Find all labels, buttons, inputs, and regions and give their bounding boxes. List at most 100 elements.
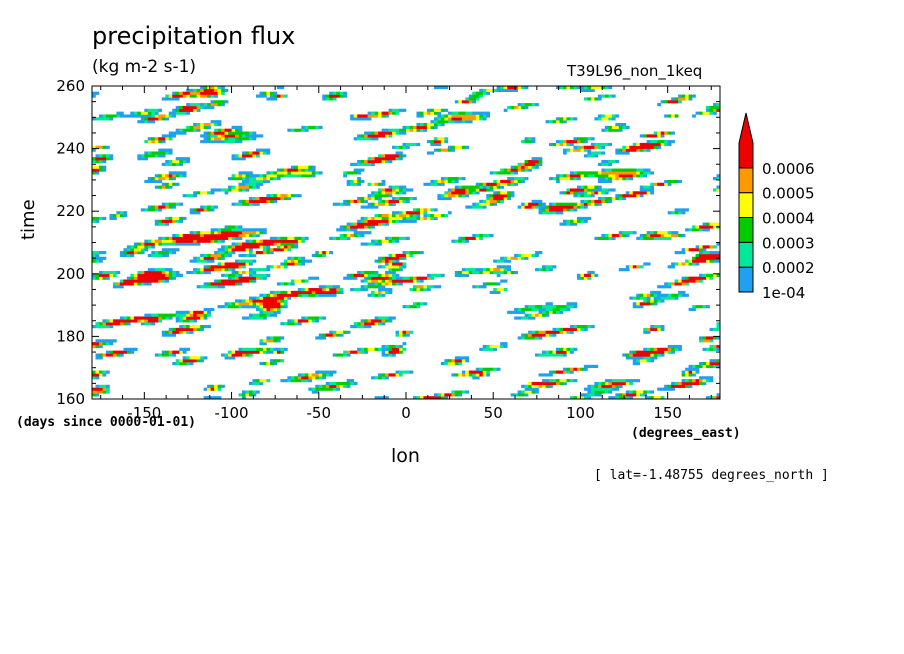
field-cell: [158, 279, 163, 283]
field-cell: [556, 205, 560, 209]
field-cell: [147, 253, 152, 258]
field-cell: [632, 302, 637, 306]
field-cell: [245, 131, 250, 135]
field-cell: [580, 86, 585, 90]
field-cell: [105, 114, 110, 118]
field-cell: [461, 390, 466, 394]
field-cell: [245, 177, 250, 181]
field-cell: [521, 316, 525, 320]
field-cell: [678, 290, 682, 295]
field-cell: [210, 188, 215, 192]
field-cell: [102, 342, 107, 346]
field-cell: [165, 222, 170, 226]
field-cell: [249, 305, 253, 309]
field-cell: [161, 151, 166, 155]
field-cell: [186, 347, 190, 351]
field-cell: [269, 171, 274, 175]
field-cell: [688, 248, 693, 252]
field-cell: [475, 270, 480, 275]
field-cell: [646, 145, 651, 149]
field-cell: [556, 370, 560, 374]
x-tick-label: -100: [215, 404, 249, 422]
field-cell: [158, 268, 163, 272]
field-cell: [315, 370, 320, 374]
field-cell: [231, 188, 236, 192]
field-cell: [249, 299, 253, 303]
field-cell: [604, 142, 609, 147]
field-cell: [179, 162, 184, 166]
field-cell: [367, 111, 372, 115]
field-cell: [182, 356, 187, 360]
field-cell: [576, 327, 581, 332]
field-cell: [353, 273, 358, 277]
field-cell: [597, 151, 602, 155]
field-cell: [646, 236, 651, 240]
field-cell: [594, 387, 599, 391]
field-cell: [329, 387, 334, 391]
field-cell: [189, 194, 194, 198]
field-cell: [179, 350, 184, 354]
field-cell: [280, 174, 285, 178]
field-cell: [587, 191, 592, 195]
field-cell: [416, 396, 421, 400]
field-cell: [646, 142, 651, 147]
field-cell: [702, 364, 707, 368]
field-cell: [203, 191, 208, 195]
field-cell: [496, 268, 501, 272]
field-cell: [283, 322, 288, 326]
field-cell: [458, 120, 463, 124]
field-cell: [583, 174, 588, 178]
field-cell: [193, 91, 197, 95]
field-cell: [461, 356, 466, 360]
field-cell: [385, 202, 389, 206]
field-cell: [587, 86, 592, 90]
field-cell: [262, 347, 267, 351]
field-cell: [249, 279, 253, 283]
field-cell: [632, 231, 637, 235]
field-cell: [643, 174, 648, 178]
field-cell: [699, 256, 703, 260]
field-cell: [500, 191, 504, 195]
field-cell: [510, 393, 515, 397]
field-cell: [482, 91, 487, 95]
field-cell: [569, 396, 574, 400]
field-cell: [280, 305, 285, 309]
field-cell: [235, 282, 239, 286]
field-cell: [245, 353, 250, 357]
field-cell: [196, 285, 201, 289]
field-cell: [507, 265, 511, 269]
field-cell: [235, 248, 239, 252]
field-cell: [692, 114, 696, 118]
field-cell: [242, 137, 246, 141]
field-cell: [402, 125, 407, 129]
field-cell: [468, 120, 473, 124]
field-cell: [175, 359, 180, 363]
field-cell: [255, 228, 260, 232]
field-cell: [440, 108, 445, 112]
field-cell: [179, 159, 184, 164]
field-cell: [301, 256, 306, 260]
field-cell: [392, 268, 396, 272]
field-cell: [692, 228, 696, 232]
field-cell: [475, 205, 480, 209]
field-cell: [130, 282, 135, 286]
field-cell: [297, 379, 302, 383]
field-cell: [475, 97, 480, 101]
field-cell: [528, 253, 532, 258]
field-cell: [660, 285, 665, 289]
field-cell: [255, 239, 260, 243]
field-cell: [594, 236, 599, 240]
field-cell: [242, 350, 246, 354]
field-cell: [465, 100, 470, 104]
field-cell: [259, 307, 264, 312]
field-cell: [388, 259, 393, 263]
field-cell: [311, 174, 316, 178]
field-cell: [583, 185, 588, 189]
field-cell: [419, 216, 424, 221]
field-cell: [615, 393, 620, 397]
field-cell: [531, 202, 536, 206]
field-cell: [238, 302, 243, 306]
field-cell: [235, 228, 239, 232]
field-cell: [210, 205, 215, 209]
field-cell: [318, 293, 323, 297]
